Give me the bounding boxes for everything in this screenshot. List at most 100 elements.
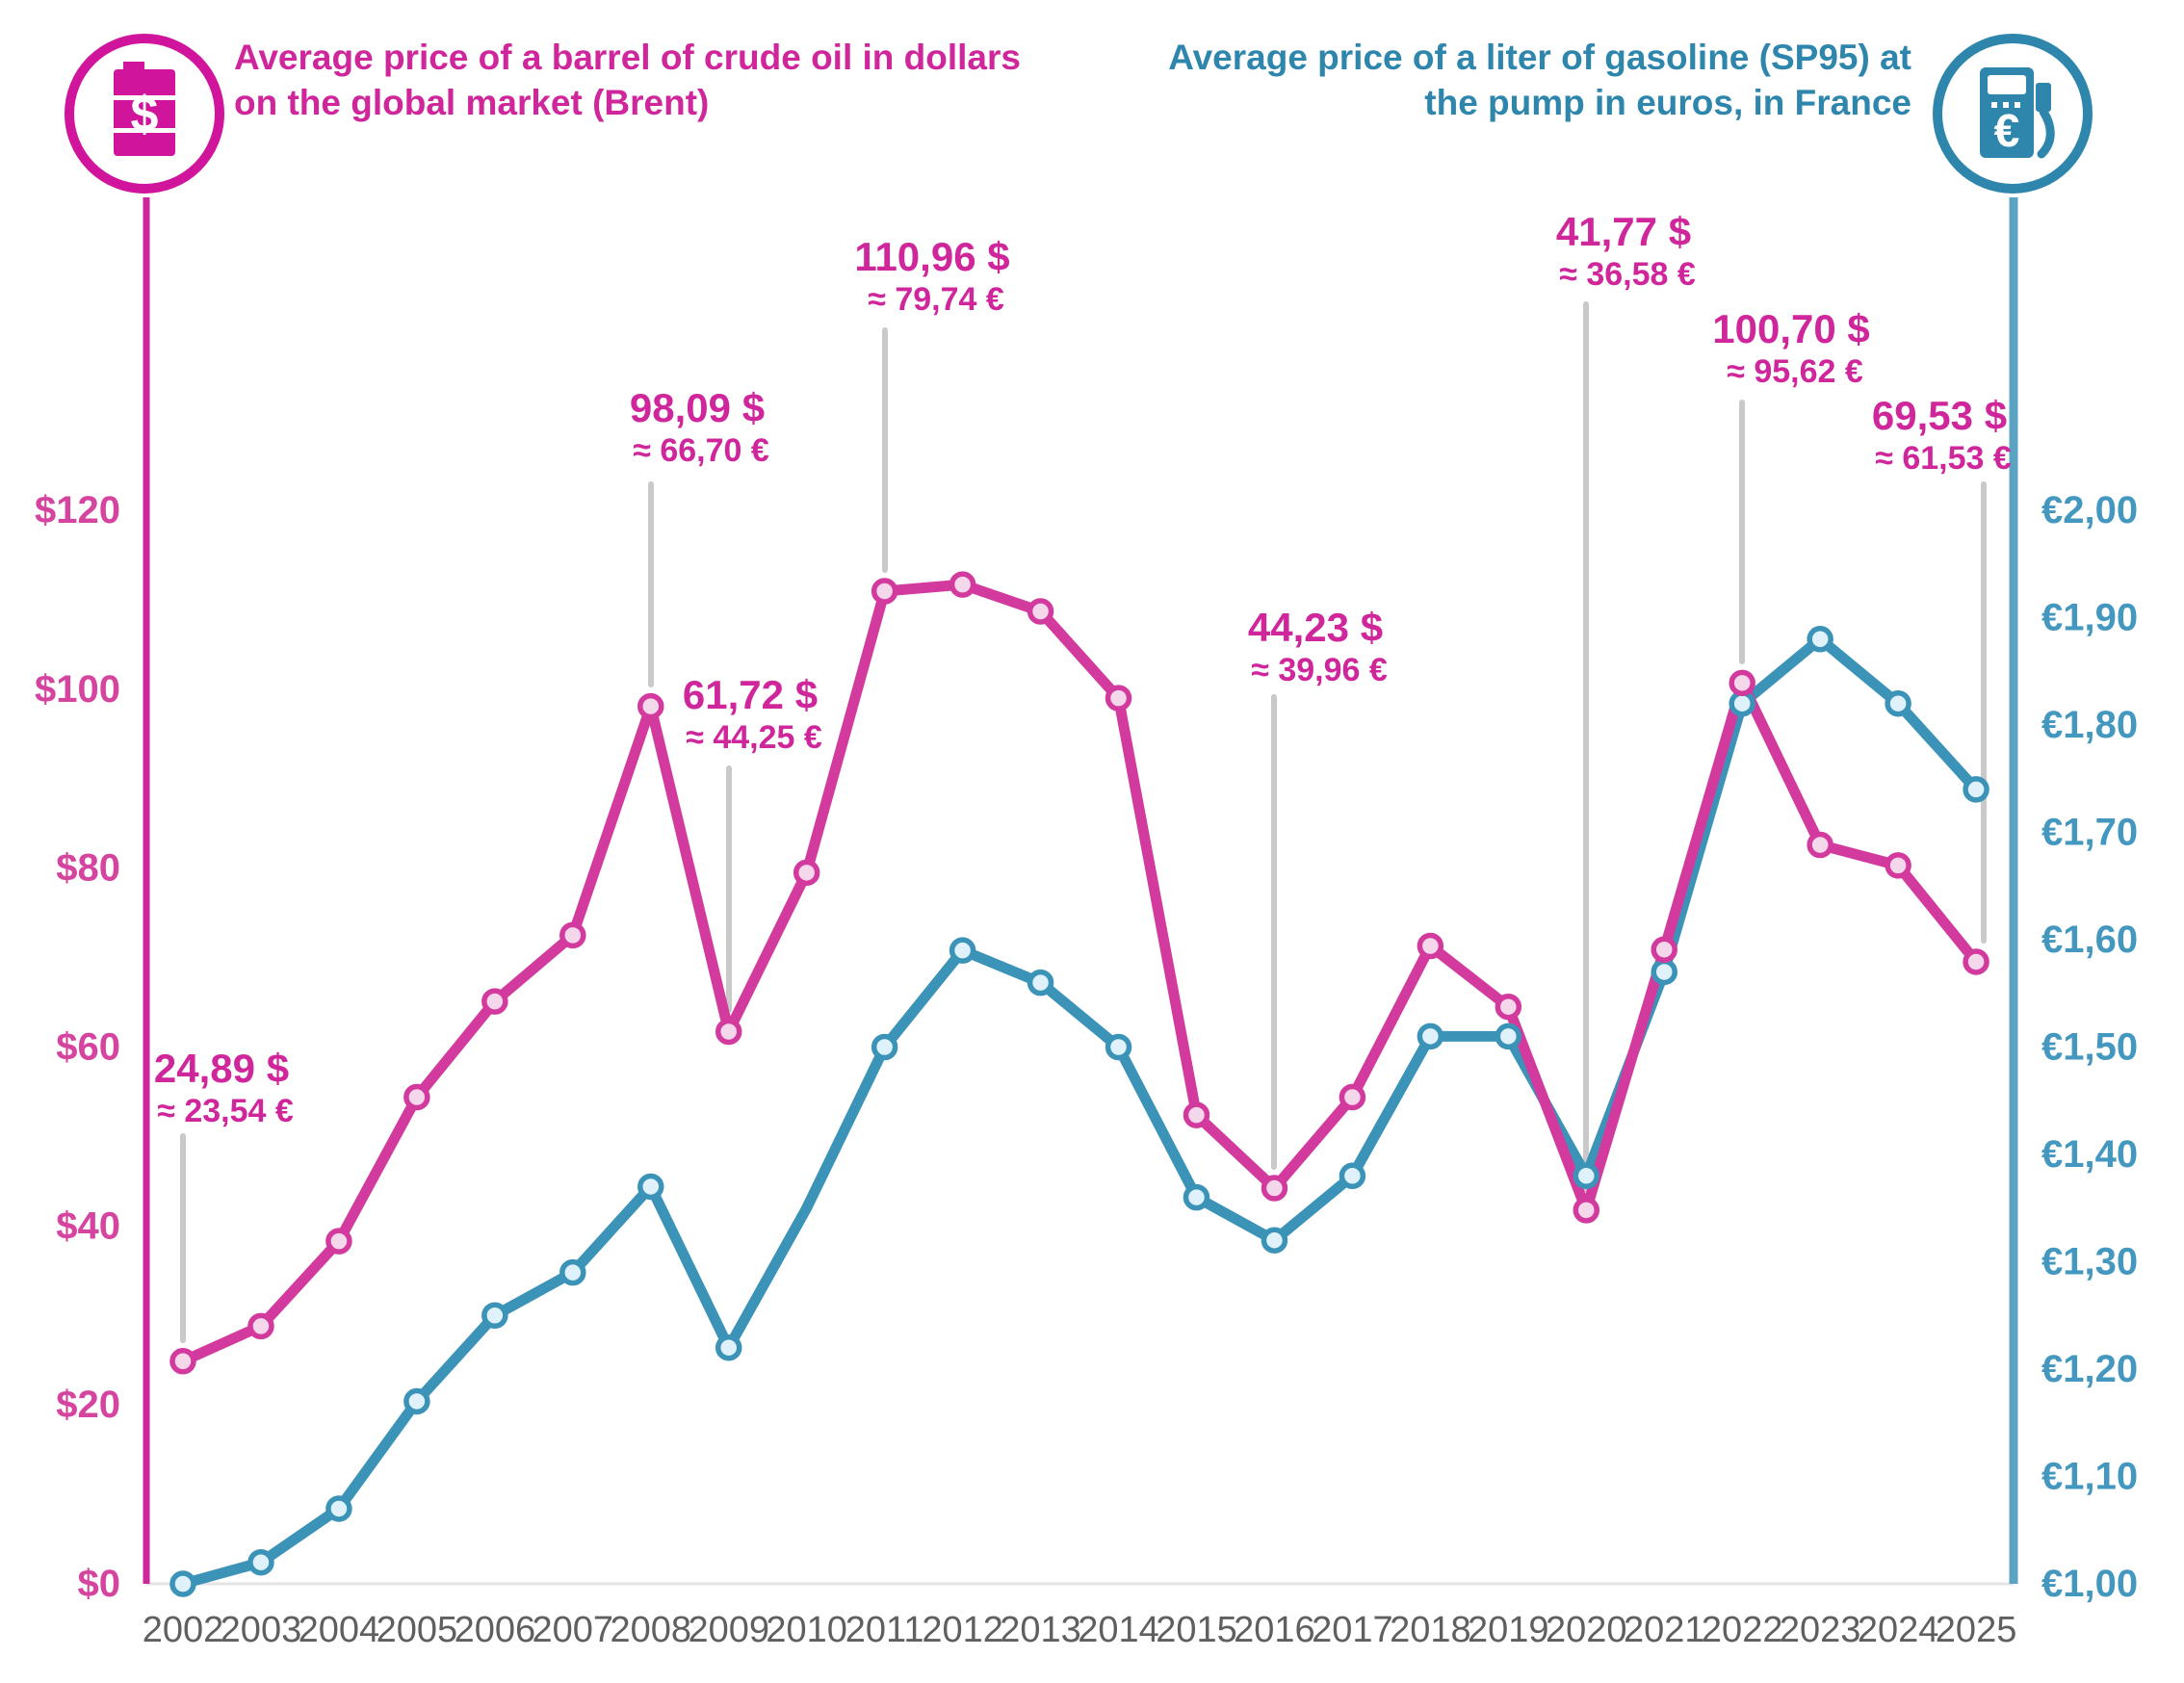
- crude-oil-price-line: [180, 579, 1981, 1366]
- left-chart-title: Average price of a barrel of crude oil i…: [234, 35, 1021, 125]
- left-title-line1: Average price of a barrel of crude oil i…: [234, 38, 1021, 77]
- year-axis-label: 2016: [1234, 1610, 1315, 1650]
- year-axis-label: 2008: [610, 1610, 691, 1650]
- crude-oil-data-point: [949, 571, 976, 598]
- right-axis-tick-label: €1,70: [2041, 812, 2138, 854]
- annotation-euro-value: ≈ 66,70 €: [633, 432, 769, 469]
- right-axis-tick-label: €1,40: [2041, 1133, 2138, 1176]
- annotation-dollar-value: 98,09 $: [630, 385, 765, 430]
- crude-oil-data-point: [637, 692, 664, 720]
- crude-oil-data-point: [1885, 852, 1911, 879]
- fuel-pump-euro-icon: €: [1924, 0, 2101, 207]
- gasoline-data-point: [1183, 1183, 1210, 1211]
- annotation-dollar-value: 41,77 $: [1556, 209, 1691, 254]
- left-axis-tick-label: $0: [78, 1563, 121, 1605]
- gasoline-data-point: [637, 1173, 664, 1201]
- year-axis-label: 2021: [1624, 1610, 1705, 1650]
- year-axis-label: 2023: [1780, 1610, 1861, 1650]
- gasoline-price-line: [181, 634, 1981, 1590]
- left-axis-tick-label: $120: [35, 489, 120, 531]
- right-title-line2: the pump in euros, in France: [1424, 83, 1911, 122]
- annotation-euro-value: ≈ 61,53 €: [1875, 440, 2012, 477]
- crude-oil-data-point: [1729, 669, 1755, 697]
- left-axis-tick-label: $40: [56, 1204, 120, 1247]
- crude-oil-data-point: [1573, 1197, 1600, 1224]
- left-axis-tick-label: $80: [56, 847, 120, 890]
- right-axis-tick-label: €1,90: [2041, 597, 2138, 639]
- crude-oil-data-point: [1027, 598, 1054, 625]
- gasoline-data-point: [1573, 1162, 1600, 1190]
- gasoline-data-point: [715, 1333, 742, 1361]
- gasoline-data-point: [1261, 1227, 1288, 1254]
- crude-oil-data-point: [169, 1347, 196, 1375]
- year-axis-label: 2022: [1702, 1610, 1783, 1650]
- year-axis-label: 2004: [299, 1610, 380, 1650]
- right-chart-title: Average price of a liter of gasoline (SP…: [1168, 35, 1911, 125]
- crude-oil-data-point: [481, 988, 508, 1015]
- crude-oil-data-point: [1963, 948, 1989, 975]
- right-axis-tick-label: €1,50: [2041, 1026, 2138, 1069]
- year-axis-label: 2014: [1078, 1610, 1159, 1650]
- annotation-dollar-value: 110,96 $: [854, 234, 1009, 279]
- gasoline-data-point: [403, 1387, 430, 1415]
- year-axis-label: 2013: [1000, 1610, 1081, 1650]
- crude-oil-data-point: [247, 1312, 274, 1340]
- annotation-euro-value: ≈ 44,25 €: [686, 719, 822, 756]
- year-axis-label: 2019: [1468, 1610, 1549, 1650]
- annotation-dollar-value: 61,72 $: [683, 672, 818, 717]
- gasoline-data-point: [1105, 1033, 1132, 1061]
- right-axis-tick-label: €1,60: [2041, 919, 2138, 961]
- year-axis-label: 2015: [1156, 1610, 1237, 1650]
- annotation-dollar-value: 69,53 $: [1872, 393, 2007, 438]
- gasoline-data-point: [1963, 776, 1989, 803]
- gasoline-data-point: [1339, 1162, 1366, 1190]
- crude-oil-data-point: [1339, 1083, 1366, 1111]
- year-axis-label: 2003: [221, 1610, 302, 1650]
- left-title-line2: on the global market (Brent): [234, 83, 710, 122]
- crude-oil-data-point: [1495, 993, 1522, 1021]
- annotation-dollar-value: 100,70 $: [1712, 306, 1870, 351]
- right-axis-tick-label: €1,20: [2041, 1348, 2138, 1390]
- year-axis-label: 2017: [1312, 1610, 1393, 1650]
- crude-oil-data-point: [1651, 936, 1677, 963]
- gasoline-data-point: [949, 937, 976, 964]
- gasoline-data-point: [1807, 626, 1833, 653]
- annotation-dollar-value: 24,89 $: [154, 1046, 289, 1091]
- crude-oil-data-point: [403, 1083, 430, 1111]
- right-title-line1: Average price of a liter of gasoline (SP…: [1168, 38, 1911, 77]
- year-axis-label: 2002: [143, 1610, 224, 1650]
- year-axis-label: 2024: [1858, 1610, 1939, 1650]
- year-axis-label: 2020: [1546, 1610, 1627, 1650]
- crude-oil-data-point: [793, 859, 820, 887]
- crude-oil-data-point: [1261, 1175, 1288, 1202]
- right-axis-tick-label: €1,10: [2041, 1456, 2138, 1498]
- svg-text:€: €: [1994, 106, 2020, 157]
- left-axis-tick-label: $100: [35, 668, 120, 711]
- year-axis-label: 2006: [455, 1610, 536, 1650]
- year-axis-label: 2007: [533, 1610, 614, 1650]
- left-axis-tick-label: $20: [56, 1384, 120, 1426]
- crude-oil-data-point: [871, 578, 898, 605]
- crude-oil-data-point: [715, 1018, 742, 1046]
- right-axis-tick-label: €1,00: [2041, 1563, 2138, 1605]
- right-axis-tick-label: €2,00: [2041, 489, 2138, 531]
- gasoline-data-point: [559, 1258, 586, 1286]
- year-axis-label: 2009: [688, 1610, 769, 1650]
- annotation-euro-value: ≈ 36,58 €: [1559, 256, 1696, 293]
- year-axis-label: 2011: [845, 1610, 924, 1650]
- year-axis-label: 2025: [1936, 1610, 2017, 1650]
- year-axis-label: 2018: [1390, 1610, 1471, 1650]
- crude-oil-data-point: [325, 1228, 352, 1255]
- gasoline-data-point: [1417, 1023, 1444, 1050]
- gasoline-data-point: [1027, 969, 1054, 997]
- svg-text:$: $: [131, 87, 159, 142]
- left-axis-tick-label: $60: [56, 1026, 120, 1069]
- gasoline-data-point: [1885, 689, 1911, 717]
- crude-oil-data-point: [1183, 1101, 1210, 1128]
- crude-oil-data-point: [1417, 932, 1444, 960]
- crude-oil-data-point: [1807, 831, 1833, 859]
- year-axis-label: 2005: [377, 1610, 458, 1650]
- gasoline-data-point: [169, 1570, 196, 1597]
- year-axis-label: 2010: [766, 1610, 847, 1650]
